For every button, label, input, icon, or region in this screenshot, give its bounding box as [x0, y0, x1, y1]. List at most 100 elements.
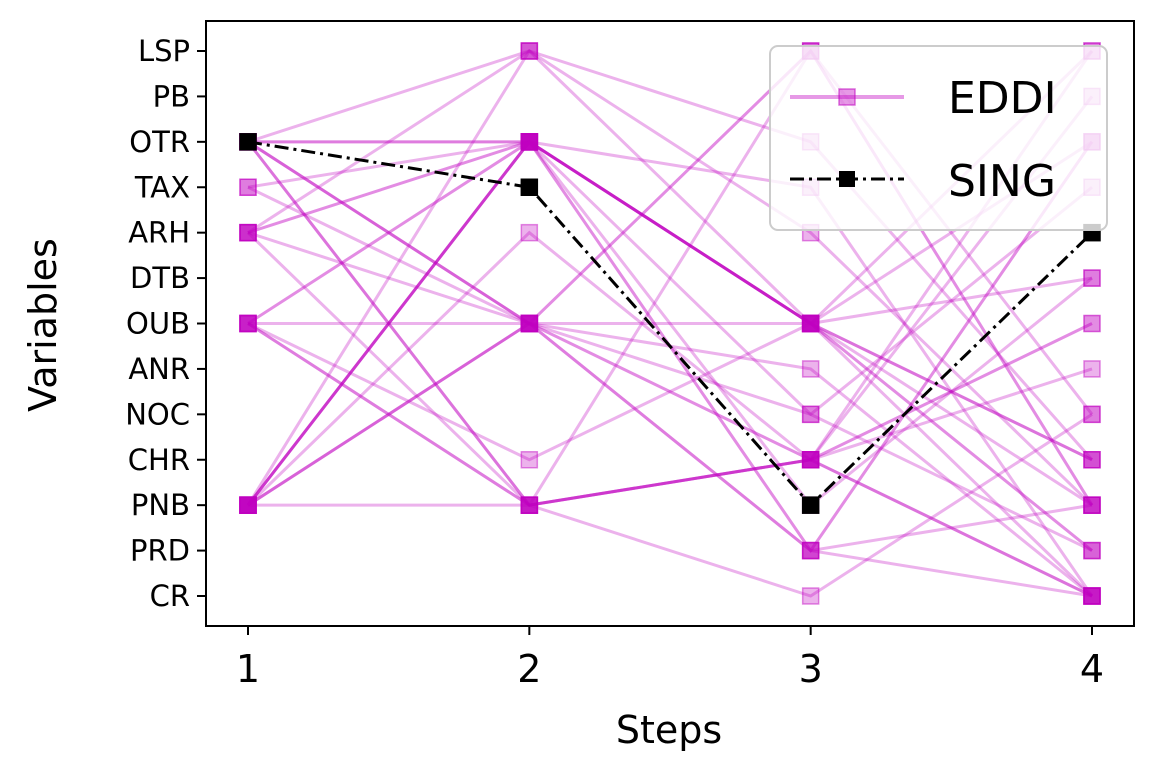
eddi-series-line	[246, 50, 1094, 507]
eddi-series-9	[239, 42, 1101, 514]
eddi-point	[1083, 587, 1101, 605]
y-tick-label: NOC	[125, 397, 190, 431]
eddi-point	[520, 133, 539, 151]
eddi-point	[239, 178, 257, 196]
eddi-series-15	[239, 133, 1101, 514]
eddi-point	[520, 314, 539, 333]
eddi-point	[239, 496, 257, 514]
eddi-point	[520, 451, 539, 469]
eddi-point	[239, 496, 257, 514]
legend-eddi-label: EDDI	[948, 73, 1057, 124]
eddi-point	[239, 223, 257, 242]
eddi-point	[520, 223, 539, 242]
eddi-point	[239, 496, 257, 514]
eddi-point	[239, 314, 257, 333]
y-tick-label: CR	[150, 579, 190, 613]
legend: EDDI SING	[769, 45, 1108, 231]
eddi-series-line	[247, 186, 1093, 507]
eddi-point	[239, 314, 257, 333]
legend-sing-label: SING	[948, 156, 1056, 207]
eddi-point	[801, 314, 820, 333]
eddi-point	[801, 451, 820, 469]
y-tick-label: LSP	[138, 34, 190, 68]
eddi-series-line	[247, 185, 1093, 598]
y-tick-label: ARH	[128, 216, 190, 250]
series-layer	[239, 42, 1101, 605]
eddi-point	[1083, 496, 1101, 514]
eddi-point	[520, 133, 539, 151]
eddi-point	[1083, 269, 1101, 287]
eddi-point	[801, 451, 820, 469]
ticks-layer: CR PRD PNB CHR NOC ANR OUB DTB ARH TAX OTR PB LSP 1 2 3…	[125, 34, 1104, 691]
eddi-point	[801, 541, 820, 560]
eddi-point	[239, 496, 257, 514]
sing-point	[801, 496, 820, 514]
eddi-point	[239, 496, 257, 514]
eddi-series-24	[239, 42, 1101, 514]
eddi-point	[239, 314, 257, 333]
legend-eddi-swatch-marker	[838, 88, 856, 106]
eddi-series-line	[247, 49, 1094, 461]
y-tick-label: CHR	[128, 443, 190, 477]
y-tick-label: TAX	[134, 170, 190, 204]
y-tick-label: OUB	[126, 307, 190, 341]
eddi-point	[1083, 541, 1101, 560]
eddi-point	[239, 178, 257, 196]
sing-series-line	[247, 140, 1094, 508]
eddi-point	[1083, 269, 1101, 287]
legend-sing-swatch-marker	[839, 171, 855, 187]
eddi-point	[1083, 496, 1101, 514]
eddi-point	[520, 42, 539, 60]
eddi-series-line	[247, 48, 1094, 508]
eddi-series-line	[247, 140, 1093, 325]
sing-point	[520, 178, 539, 196]
eddi-series-line	[247, 48, 1094, 507]
eddi-point	[801, 314, 820, 333]
eddi-series-line	[247, 276, 1093, 462]
x-tick-label: 4	[1080, 647, 1104, 691]
eddi-point	[239, 314, 257, 333]
eddi-point	[239, 223, 257, 242]
eddi-series-17	[239, 360, 1101, 514]
y-tick-label: DTB	[130, 261, 190, 295]
eddi-point	[1083, 360, 1101, 378]
x-tick-label: 3	[799, 647, 823, 691]
eddi-point	[520, 133, 539, 151]
eddi-point	[801, 587, 820, 605]
eddi-point	[1083, 405, 1101, 424]
y-tick-label: ANR	[128, 352, 190, 386]
eddi-point	[520, 496, 539, 514]
eddi-series-line	[247, 49, 1094, 598]
eddi-point	[801, 405, 820, 424]
eddi-point	[239, 496, 257, 514]
eddi-series-line	[246, 139, 1093, 507]
eddi-series-line	[248, 367, 1093, 507]
eddi-point	[239, 223, 257, 242]
x-tick-label: 1	[236, 647, 260, 691]
eddi-series-line	[246, 139, 1093, 508]
eddi-point	[520, 42, 539, 60]
eddi-point	[520, 496, 539, 514]
eddi-point	[520, 314, 539, 333]
x-axis-label: Steps	[616, 708, 722, 752]
eddi-series-line	[246, 140, 1094, 597]
eddi-series-line	[246, 48, 1094, 507]
eddi-point	[1083, 587, 1101, 605]
eddi-point	[239, 496, 257, 514]
x-tick-label: 2	[517, 647, 541, 691]
eddi-series-line	[247, 231, 1093, 553]
eddi-point	[801, 451, 820, 469]
eddi-point	[1083, 451, 1101, 469]
eddi-series-line	[247, 322, 1093, 598]
eddi-series-12	[239, 314, 1101, 605]
eddi-series-14	[239, 314, 1101, 605]
y-tick-label: PRD	[130, 534, 190, 568]
y-tick-label: PNB	[131, 488, 190, 522]
eddi-point	[801, 405, 820, 424]
eddi-point	[520, 496, 539, 514]
eddi-point	[1083, 587, 1101, 605]
eddi-point	[520, 314, 539, 333]
eddi-point	[801, 451, 820, 469]
eddi-point	[520, 496, 539, 514]
eddi-point	[1083, 587, 1101, 605]
